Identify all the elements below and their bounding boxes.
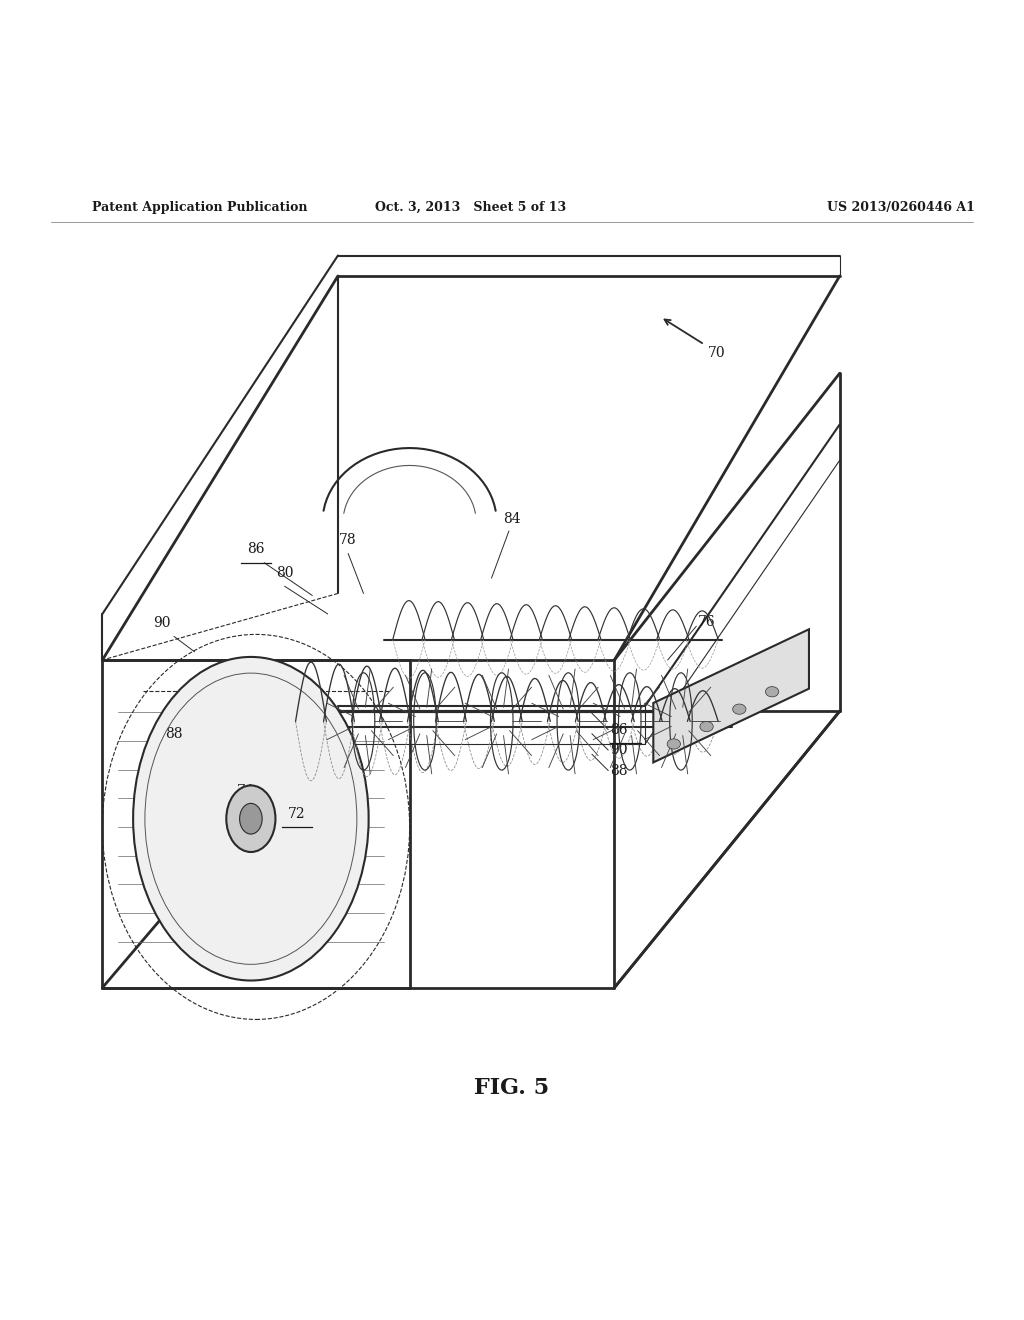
Ellipse shape bbox=[226, 785, 275, 851]
Polygon shape bbox=[653, 630, 809, 763]
Ellipse shape bbox=[700, 722, 713, 731]
Text: 84: 84 bbox=[503, 512, 521, 525]
Ellipse shape bbox=[733, 704, 745, 714]
Ellipse shape bbox=[668, 739, 680, 748]
Text: 70: 70 bbox=[708, 346, 726, 360]
Text: 88: 88 bbox=[165, 727, 183, 741]
Text: Patent Application Publication: Patent Application Publication bbox=[92, 201, 307, 214]
Text: Oct. 3, 2013   Sheet 5 of 13: Oct. 3, 2013 Sheet 5 of 13 bbox=[376, 201, 566, 214]
Text: 90: 90 bbox=[610, 743, 628, 758]
Ellipse shape bbox=[240, 804, 262, 834]
Text: 90: 90 bbox=[153, 616, 171, 630]
Ellipse shape bbox=[766, 686, 778, 697]
Ellipse shape bbox=[133, 657, 369, 981]
Text: 74: 74 bbox=[237, 784, 255, 799]
Text: 72: 72 bbox=[288, 807, 306, 821]
Text: 78: 78 bbox=[339, 533, 357, 548]
Text: 86: 86 bbox=[610, 722, 628, 737]
Text: US 2013/0260446 A1: US 2013/0260446 A1 bbox=[827, 201, 975, 214]
Text: 88: 88 bbox=[610, 763, 628, 777]
Text: 86: 86 bbox=[247, 543, 265, 557]
Text: 76: 76 bbox=[697, 615, 716, 630]
Text: 80: 80 bbox=[275, 566, 294, 579]
Text: FIG. 5: FIG. 5 bbox=[474, 1077, 550, 1100]
